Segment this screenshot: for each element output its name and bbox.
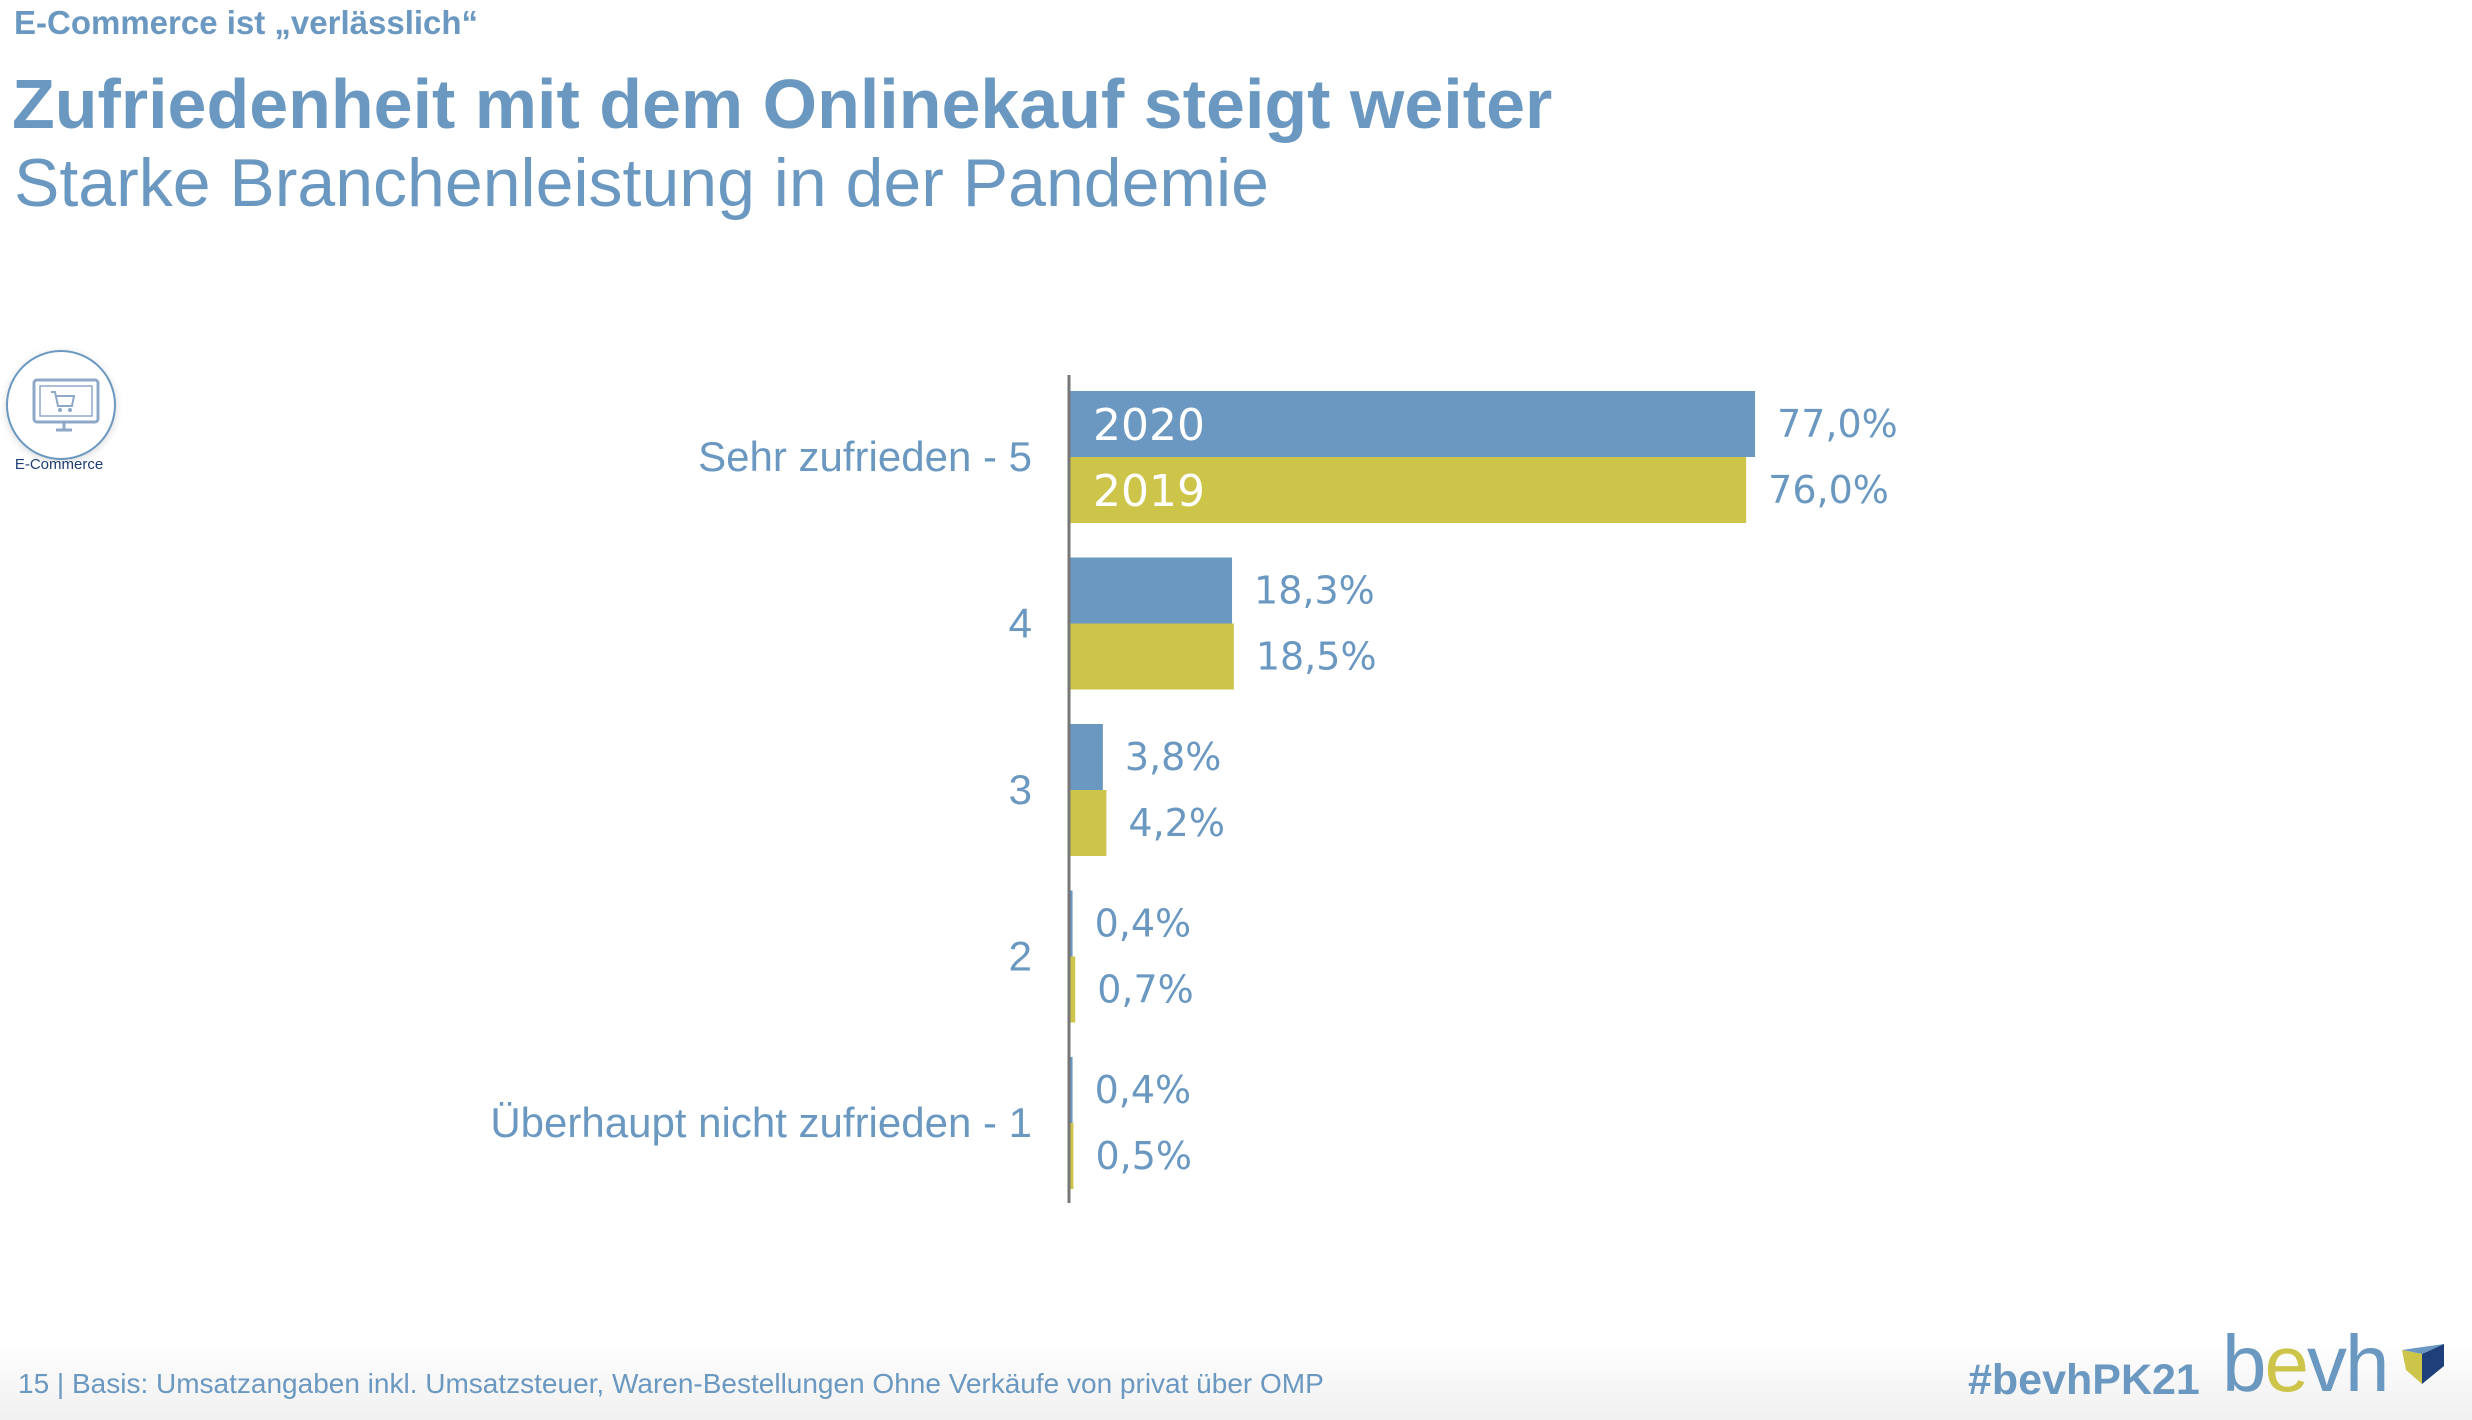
logo-b: b — [2222, 1319, 2266, 1408]
value-label: 0,7% — [1097, 968, 1194, 1012]
bar-2019 — [1069, 1123, 1074, 1189]
legend-label-2020: 2020 — [1093, 400, 1205, 451]
value-label: 3,8% — [1125, 735, 1222, 779]
bar-2019 — [1069, 457, 1747, 523]
monitor-cart-icon — [32, 378, 100, 432]
footer-bar — [0, 1340, 2472, 1420]
value-label: 4,2% — [1128, 801, 1225, 845]
category-label: 3 — [1009, 766, 1032, 813]
logo-e: e — [2264, 1319, 2309, 1408]
bar-2020 — [1069, 557, 1233, 624]
value-label: 18,5% — [1256, 635, 1377, 679]
hashtag: #bevhPK21 — [1968, 1356, 2200, 1404]
bar-2020 — [1069, 1057, 1073, 1123]
category-label: Überhaupt nicht zufrieden - 1 — [490, 1099, 1032, 1146]
logo-vh: vh — [2307, 1319, 2389, 1408]
page-title: Zufriedenheit mit dem Onlinekauf steigt … — [12, 65, 1553, 143]
category-label: 4 — [1009, 600, 1032, 647]
category-label: Sehr zufrieden - 5 — [698, 433, 1032, 480]
footer-source: 15 | Basis: Umsatzangaben inkl. Umsatzst… — [18, 1368, 1324, 1399]
bar-2019 — [1069, 623, 1234, 690]
bar-2020 — [1069, 890, 1073, 957]
bevh-logo: bevh — [2222, 1318, 2389, 1410]
kicker: E-Commerce ist „verlässlich“ — [14, 4, 479, 41]
value-label: 18,3% — [1254, 569, 1375, 613]
ecommerce-badge — [6, 350, 116, 460]
value-label: 76,0% — [1768, 468, 1889, 512]
value-label: 77,0% — [1777, 402, 1898, 446]
bar-2019 — [1069, 956, 1076, 1023]
bar-2020 — [1069, 391, 1756, 457]
category-label: 2 — [1009, 933, 1032, 980]
badge-label: E-Commerce — [14, 456, 104, 473]
bar-2020 — [1069, 724, 1103, 790]
logo-cube-icon — [2402, 1344, 2444, 1384]
value-label: 0,5% — [1095, 1134, 1192, 1178]
value-label: 0,4% — [1095, 1068, 1192, 1112]
legend-label-2019: 2019 — [1093, 466, 1205, 517]
bar-2019 — [1069, 790, 1107, 856]
page-subtitle: Starke Branchenleistung in der Pandemie — [14, 145, 1269, 221]
value-label: 0,4% — [1095, 902, 1192, 946]
